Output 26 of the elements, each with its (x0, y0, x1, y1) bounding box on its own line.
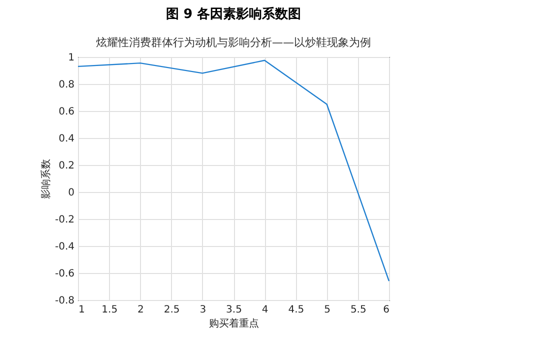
y-tick-label: 0.4 (58, 134, 74, 144)
y-tick-label: -0.4 (54, 242, 74, 252)
x-tick-label: 4 (262, 304, 268, 316)
x-tick-label: 5 (324, 304, 330, 316)
x-tick-label: 5.5 (350, 304, 366, 316)
x-tick-label: 4.5 (288, 304, 304, 316)
x-tick-label: 6 (383, 304, 390, 316)
y-tick-label: -0.8 (54, 296, 74, 306)
chart-subtitle: 炫耀性消费群体行为动机与影响分析——以炒鞋现象为例 (96, 36, 371, 49)
x-tick-label: 3 (200, 304, 206, 316)
chart-title: 图 9 各因素影响系数图 (166, 6, 302, 22)
y-axis-title: 影响系数 (40, 159, 52, 199)
y-tick-label: -0.6 (54, 268, 74, 280)
x-tick-label: 1.5 (102, 304, 118, 316)
x-tick-label: 2 (138, 304, 144, 316)
x-tick-label: 2.5 (164, 304, 180, 316)
line-series (77, 60, 390, 282)
x-tick-label: 1 (78, 304, 85, 316)
y-tick-label: 1 (68, 52, 74, 64)
y-tick-label: 0.8 (58, 80, 74, 90)
y-tick-label: 0.2 (58, 160, 74, 172)
y-tick-label: -0.2 (54, 214, 74, 226)
y-tick-label: 0.6 (58, 106, 74, 118)
x-tick-label: 3.5 (226, 304, 242, 316)
x-axis-title: 购买着重点 (209, 318, 259, 330)
y-tick-label: 0 (68, 188, 74, 198)
